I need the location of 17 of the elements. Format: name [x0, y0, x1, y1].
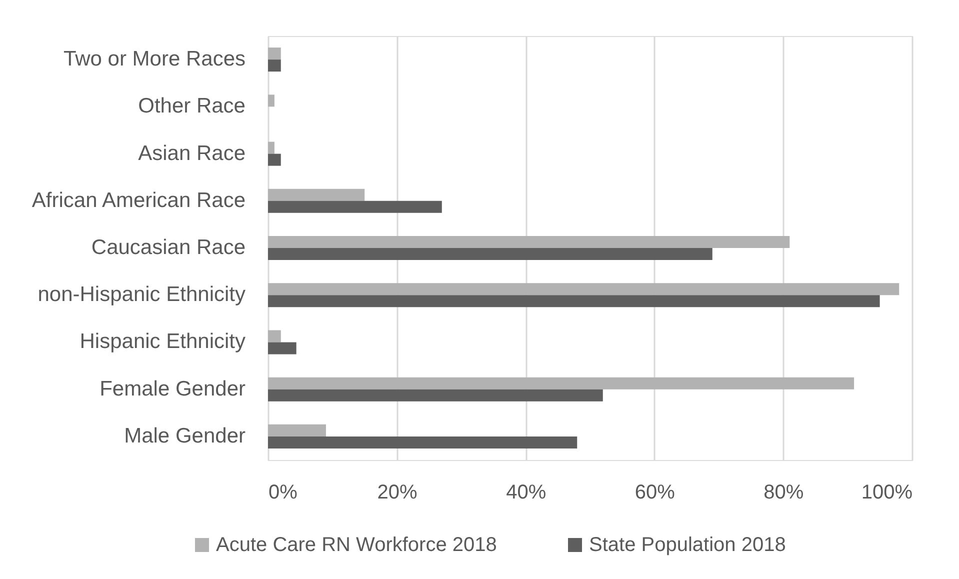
y-tick-label: Hispanic Ethnicity [80, 330, 246, 354]
legend-label: State Population 2018 [589, 534, 786, 556]
x-tick-label: 80% [764, 482, 804, 504]
y-tick-label: Caucasian Race [91, 236, 246, 259]
y-tick-label: Two or More Races [63, 48, 246, 71]
x-tick-label: 0% [268, 482, 298, 504]
legend-label: Acute Care RN Workforce 2018 [216, 534, 497, 556]
x-tick-label: 20% [377, 482, 418, 504]
y-tick-label: Female Gender [100, 377, 246, 400]
x-tick-label: 60% [634, 482, 676, 504]
y-tick-label: Asian Race [138, 142, 246, 165]
x-tick-label: 100% [861, 482, 913, 504]
y-tick-label: non-Hispanic Ethnicity [38, 283, 246, 306]
y-tick-label: African American Race [32, 188, 246, 212]
y-tick-label: Other Race [138, 94, 246, 118]
y-tick-label: Male Gender [124, 424, 246, 448]
x-tick-label: 40% [506, 482, 546, 504]
